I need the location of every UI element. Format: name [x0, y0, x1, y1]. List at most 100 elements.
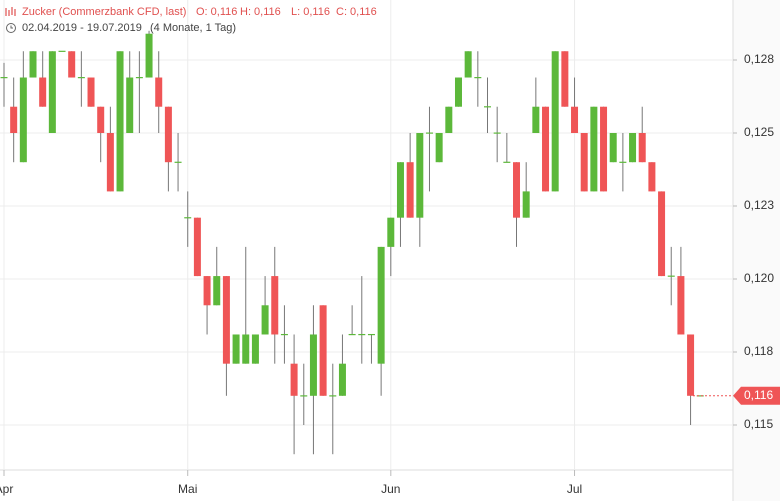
candle-body [193, 217, 201, 277]
candle-body [551, 51, 559, 192]
y-tick-label: 0,118 [744, 344, 773, 358]
period-length: (4 Monate, 1 Tag) [150, 22, 236, 34]
candle-body [416, 133, 424, 218]
header: Zucker (Commerzbank CFD, last) O: 0,116 … [5, 6, 377, 34]
candle-body [580, 133, 588, 192]
candle-body [116, 51, 124, 192]
candle-body [232, 334, 240, 364]
candle-body [48, 51, 56, 133]
candle-body [667, 275, 675, 277]
candle-body [484, 106, 491, 108]
candle-body [522, 191, 530, 218]
y-tick-label: 0,120 [744, 271, 774, 285]
candle-body [319, 305, 327, 396]
candle-body [0, 77, 8, 79]
candle-body [600, 106, 608, 192]
candle-body [290, 363, 298, 396]
clock-hands [10, 25, 13, 29]
candle-body [629, 133, 637, 163]
candle-body [609, 133, 617, 163]
candle-body [648, 162, 656, 192]
candle-body [242, 334, 250, 364]
candle-body [29, 51, 37, 78]
candle-body [396, 162, 404, 218]
candle-body [68, 51, 76, 78]
candle-body [213, 276, 221, 306]
candle-body [300, 395, 308, 397]
candle-body [532, 106, 540, 133]
candle-body [251, 334, 259, 364]
candles [0, 30, 704, 455]
candle-body [425, 132, 433, 134]
candle-body [261, 305, 269, 335]
candle-body [638, 133, 646, 163]
candle-body [164, 106, 172, 163]
candle-body [309, 334, 317, 396]
y-tick-label: 0,123 [744, 198, 774, 212]
candle-body [493, 132, 501, 134]
candle-body [696, 395, 704, 397]
clock-icon [6, 23, 16, 33]
chart-icon [5, 7, 16, 16]
period: 02.04.2019 - 19.07.2019 [22, 22, 142, 34]
candle-body [10, 106, 18, 133]
candle-body [513, 162, 521, 218]
y-tick-label: 0,115 [744, 417, 773, 431]
candle-body [77, 77, 85, 79]
ohlc-low: L: 0,116 [291, 6, 330, 18]
candle-body [435, 133, 443, 163]
candle-body [338, 363, 346, 396]
candle-body [135, 77, 143, 79]
candle-body [19, 77, 27, 163]
candle-body [561, 51, 569, 107]
x-tick-label: Mai [178, 482, 197, 496]
candle-body [174, 161, 182, 163]
candle-body [222, 276, 230, 364]
candle-body [184, 217, 192, 219]
candle-body [406, 162, 414, 218]
last-price-tag [733, 386, 780, 405]
candle-body [687, 334, 695, 396]
candle-body [106, 133, 114, 192]
candle-body [39, 77, 47, 107]
y-tick-label: 0,128 [744, 52, 774, 66]
x-tick-label: Jun [381, 482, 400, 496]
candle-body [571, 106, 579, 133]
candle-body [377, 246, 385, 364]
candle-body [126, 77, 134, 133]
candle-body [387, 217, 395, 247]
candle-body [454, 77, 462, 107]
candle-body [145, 33, 153, 78]
candle-body [658, 191, 666, 277]
candle-body [590, 106, 598, 192]
candle-body [367, 333, 375, 336]
candle-body [542, 106, 550, 192]
candle-body [271, 276, 279, 335]
candle-body [58, 50, 66, 52]
axis-panel [733, 0, 780, 501]
candle-body [348, 333, 356, 336]
candle-body [677, 276, 685, 335]
chart-title: Zucker (Commerzbank CFD, last) [22, 6, 186, 18]
x-tick-label: Apr [0, 482, 13, 496]
candle-body [464, 51, 472, 78]
ohlc-open: O: 0,116 [196, 6, 237, 18]
ohlc-close: C: 0,116 [336, 6, 377, 18]
candle-body [87, 77, 95, 107]
labels: 0,128 0,125 0,123 0,120 0,118 0,115 Apr Mai Jun J… [0, 52, 780, 496]
ohlc-high: H: 0,116 [240, 6, 281, 18]
candle-body [97, 106, 105, 133]
candle-body [280, 333, 288, 336]
candle-body [619, 161, 627, 163]
candle-body [358, 333, 366, 336]
x-tick-label: Jul [567, 482, 582, 496]
candle-body [203, 276, 211, 306]
last-price-label: 0,116 [744, 388, 773, 402]
candle-body [329, 395, 337, 397]
candle-body [155, 77, 163, 107]
y-tick-label: 0,125 [744, 125, 774, 139]
candle-body [445, 106, 453, 133]
candle-body [474, 77, 482, 79]
